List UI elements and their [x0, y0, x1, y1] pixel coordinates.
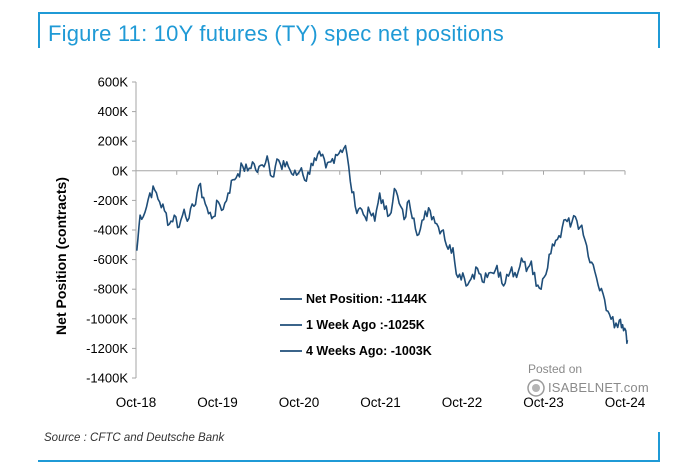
x-tick-label: Oct-23	[523, 395, 564, 410]
figure-title: Figure 11: 10Y futures (TY) spec net pos…	[48, 21, 504, 46]
y-tick-label: -400K	[93, 223, 128, 238]
watermark: Posted on ISABELNET.com	[520, 360, 660, 410]
x-tick-label: Oct-19	[197, 395, 238, 410]
y-tick-label: -600K	[93, 252, 128, 267]
y-tick-label: 600K	[98, 75, 129, 90]
source-frame	[38, 432, 660, 462]
plot-area	[136, 144, 629, 345]
series-line-net-position	[136, 144, 629, 345]
y-tick-label: -1000K	[86, 311, 128, 326]
x-tick-label: Oct-21	[360, 395, 401, 410]
y-tick-label: -800K	[93, 282, 128, 297]
watermark-posted-on: Posted on	[528, 362, 583, 376]
isabelnet-logo-icon	[527, 379, 545, 397]
x-tick-label: Oct-18	[116, 395, 157, 410]
y-tick-label: 0K	[112, 163, 128, 178]
x-tick-label: Oct-24	[605, 395, 646, 410]
y-axis: 600K 400K 200K 0K -200K -400K -600K -800K -1000K…	[86, 75, 137, 386]
legend-entry: 4 Weeks Ago: -1003K	[306, 344, 432, 358]
y-tick-label: 200K	[98, 134, 129, 149]
legend-entry: Net Position: -1144K	[306, 292, 427, 306]
legend: Net Position: -1144K 1 Week Ago :-1025K 4 …	[280, 292, 432, 358]
title-frame	[38, 12, 660, 48]
y-tick-label: -1200K	[86, 341, 128, 356]
legend-entry: 1 Week Ago :-1025K	[306, 318, 425, 332]
x-axis: Oct-18 Oct-19 Oct-20 Oct-21 Oct-22 Oct-23 Oct-…	[116, 170, 646, 410]
source-note: Source : CFTC and Deutsche Bank	[44, 432, 225, 444]
x-tick-label: Oct-20	[279, 395, 320, 410]
y-axis-label: Net Position (contracts)	[53, 177, 69, 335]
y-tick-label: 400K	[98, 104, 129, 119]
x-tick-label: Oct-22	[442, 395, 483, 410]
y-tick-label: -1400K	[86, 371, 128, 386]
watermark-site: ISABELNET.com	[548, 380, 649, 395]
y-tick-label: -200K	[93, 193, 128, 208]
